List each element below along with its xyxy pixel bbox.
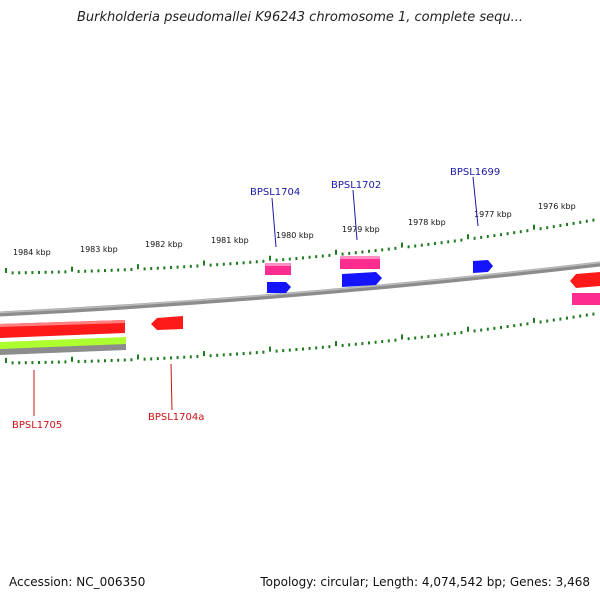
tick-label: 1982 kbp xyxy=(145,240,183,249)
leader-line xyxy=(472,176,479,227)
gene-arrow-blue[interactable] xyxy=(473,260,493,273)
gene-labels[interactable]: BPSL1704 BPSL1702 BPSL1699 BPSL1705 BPSL… xyxy=(12,167,500,431)
gene-label-bpsl1704[interactable]: BPSL1704 xyxy=(250,187,300,198)
tick-label: 1977 kbp xyxy=(474,210,512,219)
gene-label-bpsl1699[interactable]: BPSL1699 xyxy=(450,167,500,178)
gene-highlight xyxy=(265,263,291,266)
gene-feature-pink[interactable] xyxy=(340,256,380,269)
chromosome-backbone-highlight xyxy=(0,261,600,314)
leader-line xyxy=(352,189,358,241)
gene-label-bpsl1702[interactable]: BPSL1702 xyxy=(331,180,381,191)
outer-ruler-labels: 1984 kbp 1983 kbp 1982 kbp 1981 kbp 1980… xyxy=(13,202,576,257)
map-title: Burkholderia pseudomallei K96243 chromos… xyxy=(76,10,524,25)
gene-bar-gray[interactable] xyxy=(0,344,126,355)
tick-label: 1984 kbp xyxy=(13,248,51,257)
gene-feature-pink[interactable] xyxy=(572,293,600,305)
topology-summary: Topology: circular; Length: 4,074,542 bp… xyxy=(260,575,590,589)
tick-label: 1976 kbp xyxy=(538,202,576,211)
gene-bar-green[interactable] xyxy=(0,337,126,351)
gene-highlight xyxy=(0,320,125,327)
reverse-strand-genes[interactable] xyxy=(0,316,183,355)
tick-label: 1980 kbp xyxy=(276,231,314,240)
gene-label-bpsl1705[interactable]: BPSL1705 xyxy=(12,420,62,431)
gene-arrow-red[interactable] xyxy=(570,272,600,288)
gene-label-bpsl1704a[interactable]: BPSL1704a xyxy=(148,412,204,423)
label-leader-lines xyxy=(33,176,479,416)
tick-label: 1983 kbp xyxy=(80,245,118,254)
leader-line xyxy=(170,363,173,411)
tick-label: 1979 kbp xyxy=(342,225,380,234)
gene-arrow-blue[interactable] xyxy=(267,282,291,293)
tick-label: 1981 kbp xyxy=(211,236,249,245)
leader-line xyxy=(271,197,277,248)
chromosome-backbone xyxy=(0,261,600,317)
gene-arrow-red[interactable] xyxy=(151,316,183,330)
outer-ruler-ticks xyxy=(5,218,595,275)
gene-arrow-blue[interactable] xyxy=(342,272,382,287)
forward-strand-genes[interactable] xyxy=(265,256,600,305)
accession-text: Accession: NC_006350 xyxy=(9,575,146,589)
inner-ruler-ticks xyxy=(5,312,595,365)
tick-label: 1978 kbp xyxy=(408,218,446,227)
gene-highlight xyxy=(340,256,380,259)
